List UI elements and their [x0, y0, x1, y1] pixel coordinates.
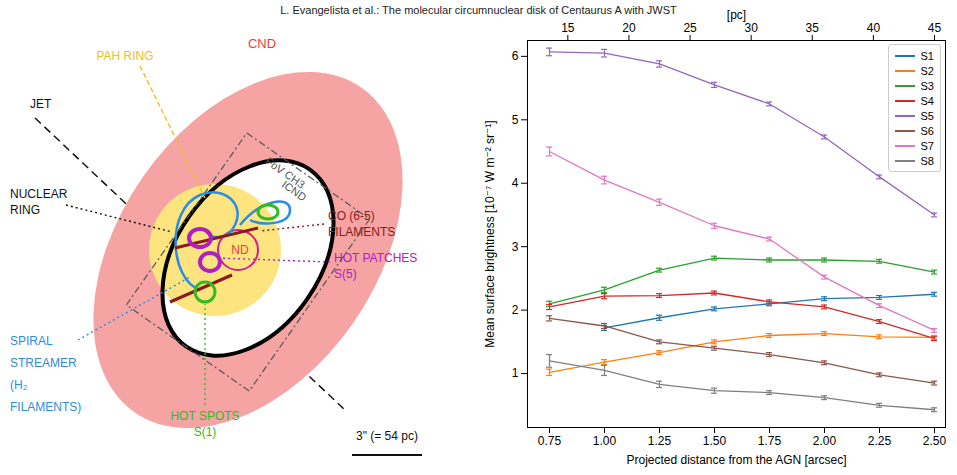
svg-text:HOT PATCHESS(5): HOT PATCHESS(5) [334, 251, 417, 281]
svg-text:1: 1 [512, 366, 519, 380]
svg-text:2.00: 2.00 [813, 434, 837, 448]
html-text:S4: S4 [920, 94, 934, 107]
svg-text:4: 4 [512, 176, 519, 190]
html-text:L. Evangelista et al.: The mol: L. Evangelista et al.: The molecular cir… [280, 4, 677, 16]
svg-text:1.25: 1.25 [648, 434, 672, 448]
html-text:S3: S3 [920, 79, 934, 92]
svg-text:FoV CH3: FoV CH3 [263, 154, 308, 191]
svg-text:15: 15 [561, 21, 575, 35]
svg-text:45: 45 [928, 21, 942, 35]
svg-text:1.50: 1.50 [703, 434, 727, 448]
svg-text:20: 20 [622, 21, 636, 35]
svg-text:Mean surface brightness [10⁻⁷: Mean surface brightness [10⁻⁷ W m⁻² sr⁻¹… [483, 120, 497, 347]
svg-text:ICND: ICND [280, 178, 309, 203]
svg-text:3" (= 54 pc): 3" (= 54 pc) [356, 429, 418, 443]
svg-text:25: 25 [683, 21, 697, 35]
svg-text:2.25: 2.25 [868, 434, 892, 448]
svg-text:0.75: 0.75 [538, 434, 562, 448]
svg-text:30: 30 [744, 21, 758, 35]
svg-text:ND: ND [231, 243, 249, 257]
svg-text:JET: JET [30, 97, 52, 111]
svg-text:CND: CND [248, 36, 276, 51]
svg-text:PAH RING: PAH RING [96, 49, 153, 63]
svg-text:HOT SPOTSS(1): HOT SPOTSS(1) [170, 409, 239, 439]
svg-text:5: 5 [512, 113, 519, 127]
svg-text:NUCLEARRING: NUCLEARRING [10, 187, 68, 217]
svg-text:35: 35 [806, 21, 820, 35]
svg-text:6: 6 [512, 49, 519, 63]
html-text:S8: S8 [920, 154, 934, 167]
html-text:S2: S2 [920, 64, 934, 77]
html-text:S1: S1 [920, 49, 934, 62]
html-text:S5: S5 [920, 109, 934, 122]
svg-text:2.50: 2.50 [923, 434, 947, 448]
svg-text:1.00: 1.00 [593, 434, 617, 448]
html-text:S6: S6 [920, 124, 934, 137]
svg-text:1.75: 1.75 [758, 434, 782, 448]
html-text:S7: S7 [920, 139, 934, 152]
svg-text:[pc]: [pc] [727, 8, 746, 22]
svg-text:3: 3 [512, 240, 519, 254]
svg-text:SPIRALSTREAMER(H₂FILAMENTS): SPIRALSTREAMER(H₂FILAMENTS) [10, 334, 81, 414]
svg-text:CO (6-5)FILAMENTS: CO (6-5)FILAMENTS [328, 209, 395, 239]
svg-text:40: 40 [867, 21, 881, 35]
svg-text:2: 2 [512, 303, 519, 317]
svg-text:Projected distance from the AG: Projected distance from the AGN [arcsec] [626, 453, 846, 467]
